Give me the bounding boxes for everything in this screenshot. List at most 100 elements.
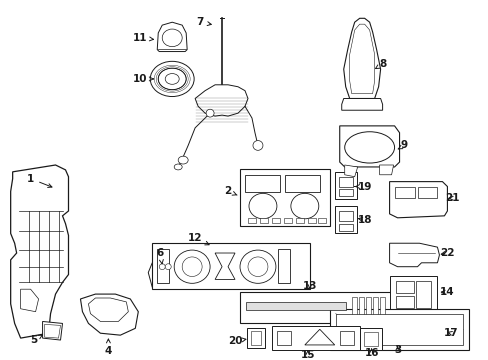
Text: 22: 22: [439, 248, 454, 258]
Bar: [363, 332, 377, 346]
Polygon shape: [389, 243, 439, 267]
Bar: [365, 297, 370, 316]
Text: 4: 4: [104, 339, 112, 356]
Bar: [260, 218, 267, 223]
Ellipse shape: [158, 68, 186, 90]
Bar: [335, 314, 463, 345]
Polygon shape: [195, 85, 247, 116]
Bar: [284, 218, 291, 223]
Ellipse shape: [150, 61, 194, 96]
Bar: [271, 218, 279, 223]
Ellipse shape: [344, 132, 394, 163]
Text: 6: 6: [156, 248, 163, 264]
Bar: [358, 297, 363, 316]
Text: 8: 8: [375, 59, 386, 69]
Polygon shape: [44, 324, 61, 338]
Bar: [351, 297, 356, 316]
Polygon shape: [148, 260, 172, 289]
Text: 15: 15: [300, 350, 314, 360]
Bar: [247, 218, 255, 223]
Text: 2: 2: [224, 186, 237, 197]
Ellipse shape: [240, 250, 275, 283]
Text: 17: 17: [443, 328, 458, 338]
Bar: [359, 328, 381, 350]
Ellipse shape: [174, 250, 210, 283]
Text: 5: 5: [30, 335, 42, 345]
Ellipse shape: [162, 29, 182, 47]
Bar: [317, 218, 325, 223]
Bar: [285, 175, 319, 192]
Bar: [329, 309, 468, 350]
Polygon shape: [389, 181, 447, 218]
Bar: [417, 186, 437, 198]
Ellipse shape: [205, 109, 214, 117]
Bar: [339, 331, 353, 345]
Polygon shape: [88, 298, 128, 321]
Bar: [334, 172, 356, 199]
Polygon shape: [341, 99, 382, 110]
Polygon shape: [343, 18, 380, 99]
Bar: [155, 268, 165, 279]
Bar: [152, 243, 309, 289]
Polygon shape: [215, 253, 235, 279]
Bar: [245, 302, 345, 310]
Bar: [417, 319, 428, 330]
Bar: [295, 218, 303, 223]
Bar: [334, 206, 356, 233]
Ellipse shape: [174, 164, 182, 170]
Text: 11: 11: [133, 33, 153, 43]
Bar: [240, 169, 329, 226]
Polygon shape: [157, 22, 187, 51]
Bar: [271, 327, 359, 350]
Bar: [250, 331, 261, 345]
Text: 14: 14: [439, 287, 454, 297]
Bar: [276, 331, 290, 345]
Bar: [415, 282, 430, 308]
Bar: [338, 224, 352, 230]
Bar: [240, 292, 391, 323]
Bar: [395, 296, 413, 308]
Polygon shape: [339, 126, 399, 167]
Bar: [244, 175, 279, 192]
Polygon shape: [81, 294, 138, 335]
Text: 21: 21: [444, 193, 459, 203]
Polygon shape: [304, 329, 334, 345]
Polygon shape: [389, 314, 446, 350]
Text: 10: 10: [133, 74, 153, 84]
Text: 7: 7: [196, 17, 211, 27]
Ellipse shape: [252, 140, 263, 150]
Ellipse shape: [290, 193, 318, 219]
Ellipse shape: [178, 156, 188, 164]
Polygon shape: [11, 165, 68, 338]
Text: 12: 12: [187, 233, 209, 245]
Text: 13: 13: [302, 281, 316, 291]
Ellipse shape: [165, 264, 171, 270]
Text: 9: 9: [397, 140, 407, 150]
Text: 3: 3: [393, 345, 400, 355]
Bar: [338, 177, 352, 186]
Text: 1: 1: [27, 174, 52, 188]
Bar: [246, 328, 264, 348]
Bar: [307, 218, 315, 223]
Text: 18: 18: [357, 215, 371, 225]
Bar: [395, 282, 413, 293]
Text: 20: 20: [227, 336, 245, 346]
Polygon shape: [42, 321, 62, 340]
Bar: [157, 249, 169, 283]
Bar: [372, 297, 377, 316]
Polygon shape: [20, 289, 39, 312]
Text: 19: 19: [354, 181, 371, 192]
Bar: [338, 189, 352, 196]
Bar: [394, 186, 414, 198]
Text: 16: 16: [364, 348, 378, 358]
Polygon shape: [344, 165, 357, 177]
Polygon shape: [379, 165, 393, 175]
Ellipse shape: [159, 264, 165, 270]
Ellipse shape: [165, 73, 179, 84]
Ellipse shape: [248, 193, 276, 219]
Bar: [277, 249, 289, 283]
Bar: [379, 297, 384, 316]
Bar: [389, 276, 437, 312]
Bar: [394, 319, 414, 330]
Bar: [338, 211, 352, 221]
